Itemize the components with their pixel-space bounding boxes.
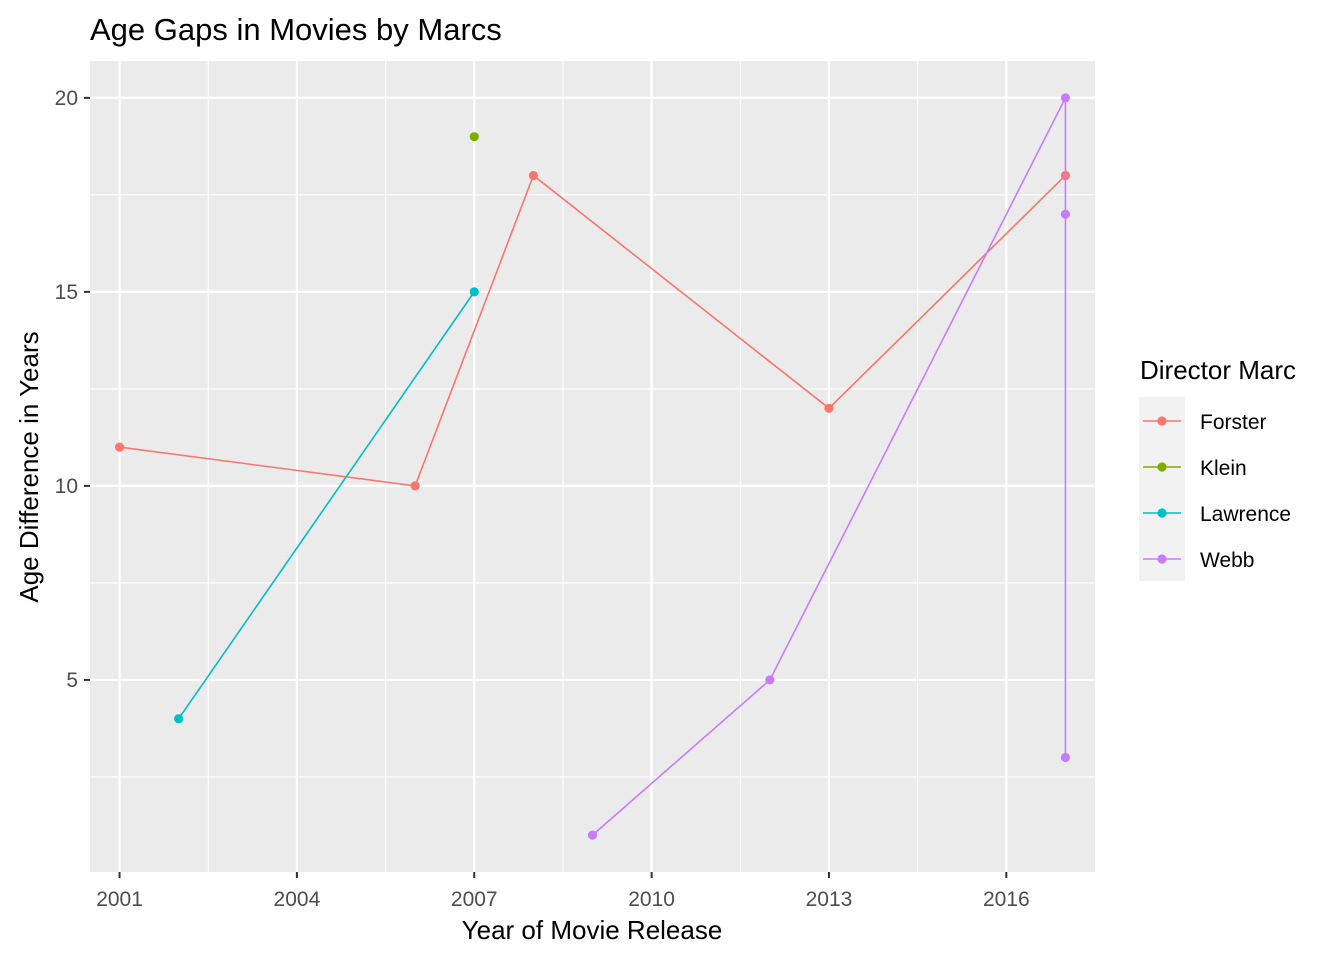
legend-key-point	[1157, 508, 1167, 518]
x-tick-label: 2010	[628, 888, 675, 911]
data-point-webb	[1060, 752, 1071, 763]
legend-label: Lawrence	[1200, 503, 1291, 526]
y-tick-label: 20	[55, 87, 78, 110]
data-point-forster	[824, 403, 834, 413]
legend-key-background	[1139, 397, 1185, 581]
data-point-webb	[1060, 209, 1071, 219]
legend-key-point	[1157, 416, 1167, 426]
data-point-forster	[410, 481, 420, 491]
grid-major	[90, 61, 1095, 872]
legend-title: Director Marc	[1140, 355, 1296, 385]
y-axis: 5 10 15 20	[55, 87, 90, 692]
data-point-webb	[765, 675, 775, 685]
legend-item-forster: Forster	[1143, 411, 1267, 434]
legend-label: Klein	[1200, 457, 1247, 480]
x-axis: 2001 2004 2007 2010 2013 2016	[96, 872, 1030, 911]
legend-label: Forster	[1200, 411, 1267, 434]
data-point-lawrence	[174, 714, 184, 724]
x-tick-label: 2013	[806, 888, 853, 911]
data-point-forster	[114, 442, 125, 452]
y-axis-title: Age Difference in Years	[14, 331, 44, 602]
y-tick-label: 5	[66, 669, 78, 692]
chart-title: Age Gaps in Movies by Marcs	[90, 12, 502, 47]
x-tick-label: 2004	[274, 888, 321, 911]
legend: Director Marc Forster Klein Lawrence Webb	[1139, 355, 1296, 581]
legend-label: Webb	[1200, 549, 1254, 572]
y-tick-label: 10	[55, 475, 78, 498]
data-point-webb	[1060, 93, 1071, 103]
legend-item-klein: Klein	[1143, 457, 1247, 480]
legend-key-point	[1157, 462, 1167, 472]
legend-key-point	[1157, 554, 1167, 564]
series-klein	[469, 132, 479, 142]
data-point-webb	[587, 830, 598, 840]
data-point-forster	[528, 170, 538, 181]
plot-panel	[90, 61, 1095, 872]
grid-minor	[90, 61, 1095, 872]
series-forster	[114, 170, 1071, 491]
y-tick-label: 15	[55, 281, 78, 304]
series-lawrence	[174, 287, 479, 724]
series-webb	[587, 93, 1071, 840]
data-point-klein	[469, 132, 479, 142]
data-point-lawrence	[469, 287, 479, 297]
x-tick-label: 2007	[451, 888, 498, 911]
series-layer	[114, 93, 1071, 840]
x-tick-label: 2001	[96, 888, 143, 911]
x-axis-title: Year of Movie Release	[462, 915, 723, 945]
legend-item-lawrence: Lawrence	[1143, 503, 1291, 526]
series-line-lawrence	[178, 291, 475, 720]
legend-item-webb: Webb	[1143, 549, 1254, 572]
x-tick-label: 2016	[983, 888, 1030, 911]
